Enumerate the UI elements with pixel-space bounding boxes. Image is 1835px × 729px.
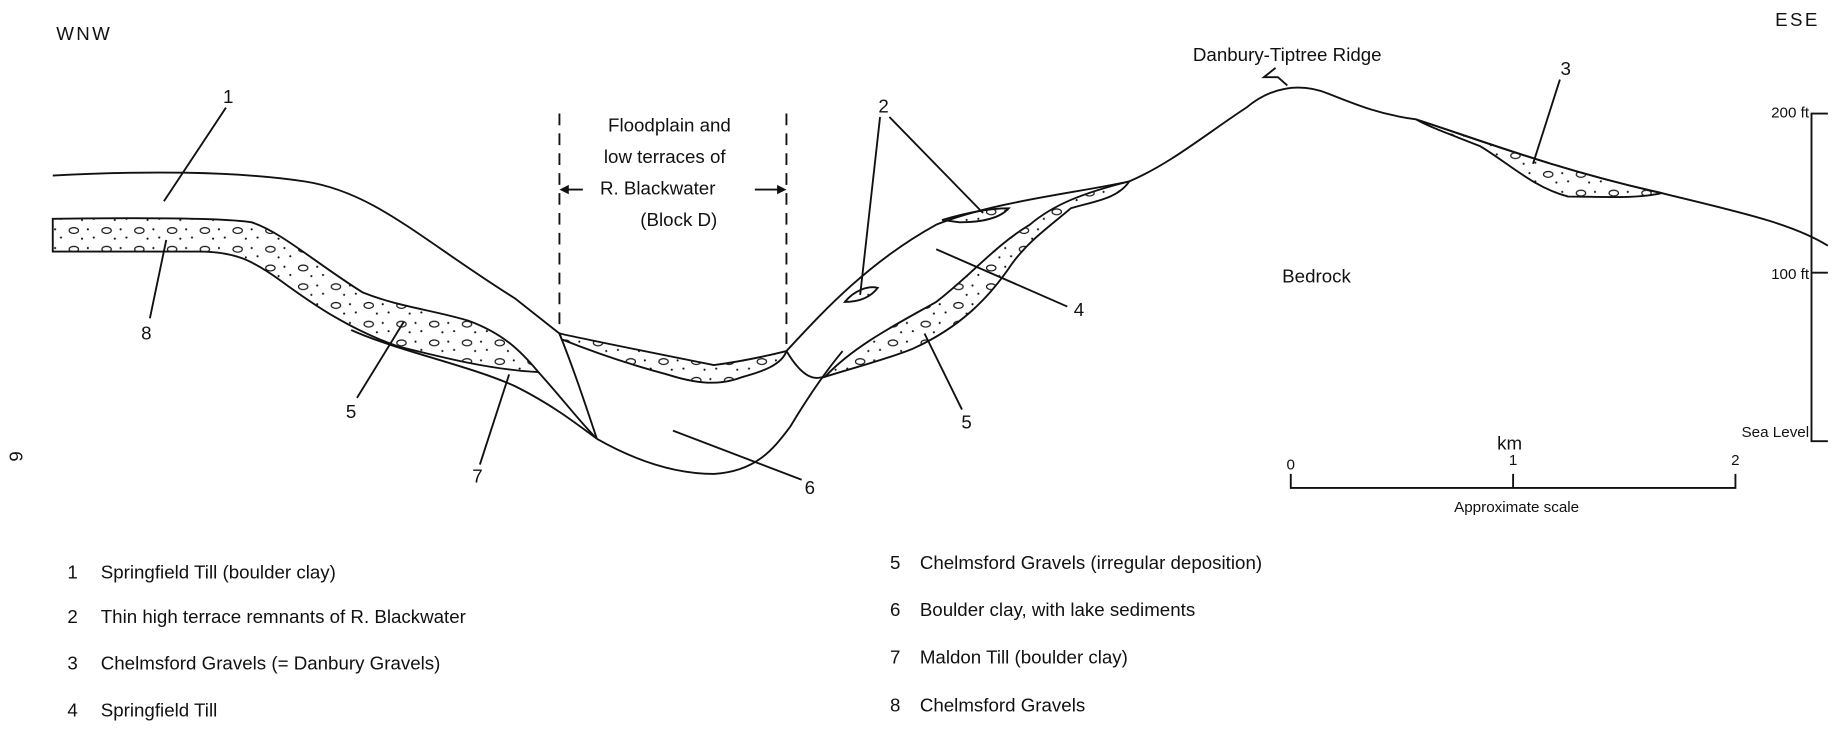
legend-number: 5 [890,552,900,573]
legend-text: Chelmsford Gravels (= Danbury Gravels) [101,653,441,674]
page: WNW ESE Danbury-Tiptree Ridge Floodplain… [0,0,1835,729]
legend-number: 2 [67,606,77,627]
till-4-base [786,351,825,378]
legend-text: Springfield Till (boulder clay) [101,561,336,582]
legend-text: Maldon Till (boulder clay) [920,647,1128,668]
page-number: 9 [6,451,27,461]
legend-text: Boulder clay, with lake sediments [920,599,1195,620]
floodplain-label: Floodplain and [608,114,731,135]
bedrock-label: Bedrock [1282,265,1351,286]
callout-number: 5 [961,412,971,433]
callout-number: 6 [805,477,815,498]
legend: 1 Springfield Till (boulder clay) 2 Thin hi… [67,552,1262,720]
callout-number: 3 [1561,58,1571,79]
legend-text: Thin high terrace remnants of R. Blackwa… [101,606,466,627]
floodplain-gravel [559,333,786,382]
legend-number: 3 [67,653,77,674]
scale-unit: km [1497,433,1522,454]
legend-number: 7 [890,647,900,668]
distance-scale [1291,474,1736,488]
height-label: Sea Level [1742,424,1810,441]
direction-label: WNW [56,23,112,44]
terrace-remnant [942,208,1009,222]
cross-section: WNW ESE Danbury-Tiptree Ridge Floodplain… [0,0,1835,729]
legend-text: Springfield Till [101,699,218,720]
callout-number: 5 [346,401,356,422]
height-label: 200 ft [1771,105,1810,122]
scale-caption: Approximate scale [1454,499,1579,516]
legend-number: 1 [67,561,77,582]
scale-tick: 1 [1509,452,1517,469]
legend-text: Chelmsford Gravels [920,695,1085,716]
floodplain-label: low terraces of [604,146,727,167]
callout-number: 2 [878,96,888,117]
floodplain-label: (Block D) [640,209,717,230]
legend-number: 6 [890,599,900,620]
callout-number: 8 [141,323,151,344]
height-label: 100 ft [1771,266,1810,283]
scale-tick: 2 [1731,452,1739,469]
legend-number: 4 [67,699,77,720]
floodplain-label: R. Blackwater [600,178,715,199]
gravel-layer-8-5 [53,218,539,372]
direction-label: ESE [1775,9,1819,30]
legend-number: 8 [890,695,900,716]
ridge-label: Danbury-Tiptree Ridge [1193,44,1382,65]
callout-number: 4 [1074,299,1084,320]
callout-number: 7 [472,465,482,486]
legend-text: Chelmsford Gravels (irregular deposition… [920,552,1262,573]
scale-tick: 0 [1287,457,1295,474]
height-scale [1811,114,1827,442]
callout-number: 1 [223,86,233,107]
gravel-lens-3 [1416,119,1662,197]
